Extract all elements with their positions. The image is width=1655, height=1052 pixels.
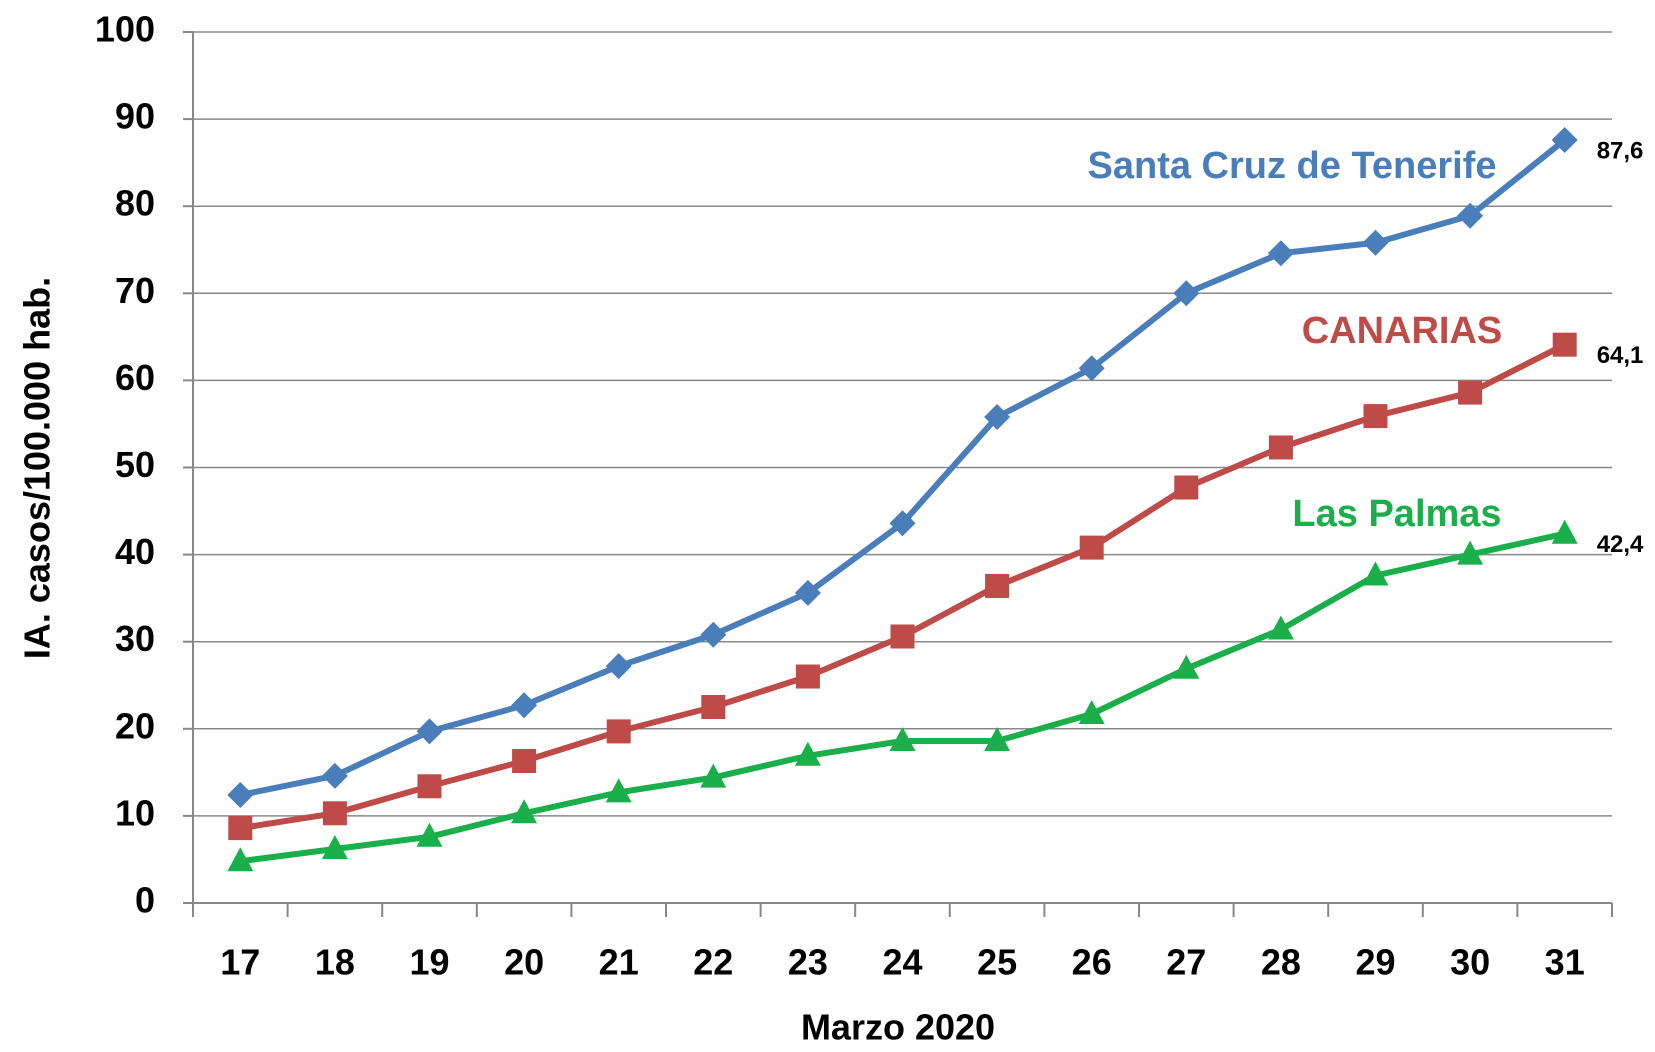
marker: [1173, 280, 1200, 307]
x-tick-label: 26: [1072, 942, 1112, 983]
x-tick-label: 27: [1166, 942, 1206, 983]
y-tick-label: 100: [95, 9, 155, 50]
marker: [1267, 240, 1294, 267]
x-tick-label: 18: [315, 942, 355, 983]
y-tick-label: 10: [115, 792, 155, 833]
marker: [1267, 615, 1294, 640]
marker: [321, 762, 348, 789]
x-tick-label: 25: [977, 942, 1017, 983]
marker: [1362, 229, 1389, 256]
y-tick-label: 30: [115, 618, 155, 659]
marker: [1458, 380, 1483, 405]
marker: [701, 695, 726, 720]
x-tick-label: 24: [882, 942, 922, 983]
y-tick-label: 0: [135, 880, 155, 921]
marker: [984, 726, 1011, 751]
y-tick-label: 40: [115, 531, 155, 572]
x-tick-label: 20: [504, 942, 544, 983]
y-tick-label: 20: [115, 705, 155, 746]
marker: [794, 579, 821, 606]
marker: [1551, 519, 1578, 544]
marker: [228, 816, 253, 841]
marker: [1552, 332, 1577, 357]
x-tick-label: 17: [220, 942, 260, 983]
marker: [889, 510, 916, 537]
value-label: 87,6: [1597, 137, 1644, 164]
marker: [511, 799, 538, 824]
y-tick-label: 50: [115, 444, 155, 485]
marker: [322, 801, 347, 826]
y-tick-label: 60: [115, 357, 155, 398]
x-tick-label: 22: [693, 942, 733, 983]
marker: [985, 573, 1010, 598]
y-tick-label: 70: [115, 270, 155, 311]
marker: [1362, 561, 1389, 586]
marker: [512, 749, 537, 774]
marker: [227, 847, 254, 872]
series-name: CANARIAS: [1302, 310, 1503, 352]
marker: [227, 781, 254, 808]
x-tick-label: 23: [788, 942, 828, 983]
x-tick-label: 29: [1355, 942, 1395, 983]
y-tick-label: 90: [115, 96, 155, 137]
marker: [1457, 540, 1484, 565]
marker: [605, 653, 632, 680]
y-tick-label: 80: [115, 183, 155, 224]
marker: [1079, 535, 1104, 560]
marker: [606, 719, 631, 744]
marker: [984, 403, 1011, 430]
y-axis-title: IA. casos/100.000 hab.: [17, 277, 58, 659]
marker: [794, 741, 821, 766]
x-tick-label: 19: [409, 942, 449, 983]
value-label: 42,4: [1597, 531, 1644, 558]
marker: [1173, 654, 1200, 679]
x-tick-label: 31: [1545, 942, 1585, 983]
marker: [1457, 202, 1484, 229]
marker: [416, 822, 443, 847]
x-tick-label: 28: [1261, 942, 1301, 983]
marker: [700, 763, 727, 788]
marker: [1174, 475, 1199, 500]
marker: [1363, 404, 1388, 429]
marker: [511, 692, 538, 719]
x-axis-title: Marzo 2020: [801, 1007, 995, 1048]
marker: [417, 774, 442, 799]
marker: [1078, 699, 1105, 724]
marker: [1551, 127, 1578, 154]
series-name: Santa Cruz de Tenerife: [1088, 145, 1497, 187]
x-tick-label: 30: [1450, 942, 1490, 983]
marker: [1078, 355, 1105, 382]
marker: [795, 664, 820, 689]
series-name: Las Palmas: [1292, 493, 1501, 535]
marker: [700, 621, 727, 648]
marker: [889, 726, 916, 751]
marker: [605, 778, 632, 803]
marker: [890, 624, 915, 649]
marker: [321, 834, 348, 859]
value-label: 64,1: [1597, 342, 1644, 369]
marker: [1268, 435, 1293, 460]
x-tick-label: 21: [599, 942, 639, 983]
marker: [416, 718, 443, 745]
